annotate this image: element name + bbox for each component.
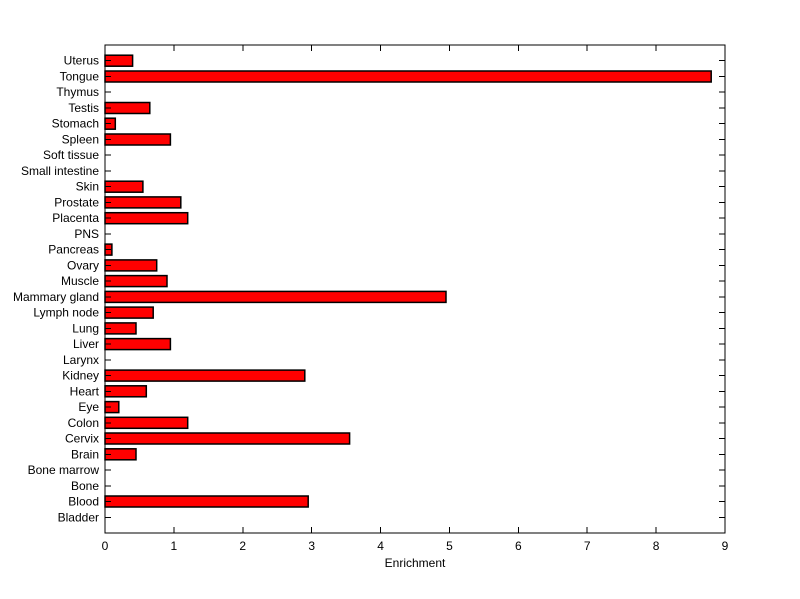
bar-placenta <box>104 211 189 225</box>
y-tick-label-tongue: Tongue <box>60 69 100 83</box>
y-tick-label-lung: Lung <box>72 321 99 335</box>
bar-tongue <box>104 70 712 83</box>
bar-lymph-node <box>104 306 154 319</box>
y-tick-label-stomach: Stomach <box>52 117 99 131</box>
y-tick-label-heart: Heart <box>70 384 100 398</box>
y-tick-label-soft-tissue: Soft tissue <box>43 148 99 162</box>
x-axis-label: Enrichment <box>385 556 446 570</box>
bars-layer <box>104 54 712 508</box>
y-tick-label-bone-marrow: Bone marrow <box>28 463 100 477</box>
y-tick-label-brain: Brain <box>71 447 99 461</box>
bar-colon <box>104 416 189 430</box>
x-tick-label-8: 8 <box>653 539 660 553</box>
x-tick-label-2: 2 <box>239 539 246 553</box>
axes-layer <box>104 44 726 534</box>
y-tick-label-bone: Bone <box>71 479 99 493</box>
y-tick-label-pancreas: Pancreas <box>48 243 99 257</box>
y-tick-label-thymus: Thymus <box>56 85 99 99</box>
y-tick-label-placenta: Placenta <box>52 211 99 225</box>
bar-ovary <box>104 259 158 272</box>
x-tick-label-4: 4 <box>377 539 384 553</box>
y-tick-label-lymph-node: Lymph node <box>33 306 99 320</box>
y-tick-label-mammary-gland: Mammary gland <box>13 290 99 304</box>
bar-testis <box>104 101 151 115</box>
bar-heart <box>104 385 148 398</box>
bar-cervix <box>104 432 351 445</box>
y-tick-label-colon: Colon <box>68 416 99 430</box>
y-tick-label-eye: Eye <box>78 400 99 414</box>
y-tick-label-small-intestine: Small intestine <box>21 164 99 178</box>
bar-kidney <box>104 369 306 382</box>
x-tick-label-7: 7 <box>584 539 591 553</box>
bar-liver <box>104 337 172 351</box>
y-tick-label-liver: Liver <box>73 337 99 351</box>
x-tick-label-1: 1 <box>171 539 178 553</box>
x-tick-label-3: 3 <box>308 539 315 553</box>
bar-mammary-gland <box>104 290 447 304</box>
y-tick-label-bladder: Bladder <box>58 510 99 524</box>
y-tick-label-ovary: Ovary <box>67 258 99 272</box>
bar-muscle <box>104 274 168 288</box>
y-tick-label-skin: Skin <box>76 180 99 194</box>
y-tick-label-larynx: Larynx <box>63 353 99 367</box>
y-tick-label-muscle: Muscle <box>61 274 99 288</box>
y-tick-label-prostate: Prostate <box>54 195 99 209</box>
x-tick-label-0: 0 <box>102 539 109 553</box>
y-tick-label-testis: Testis <box>68 101 99 115</box>
bar-blood <box>104 495 309 508</box>
plot-box <box>104 44 726 534</box>
y-tick-label-blood: Blood <box>68 495 99 509</box>
y-tick-label-cervix: Cervix <box>65 432 99 446</box>
y-tick-label-uterus: Uterus <box>64 54 99 68</box>
y-tick-label-kidney: Kidney <box>62 369 99 383</box>
bar-spleen <box>104 133 172 146</box>
x-tick-label-5: 5 <box>446 539 453 553</box>
bar-prostate <box>104 196 182 209</box>
x-tick-label-9: 9 <box>722 539 729 553</box>
y-tick-label-pns: PNS <box>74 227 99 241</box>
x-tick-label-6: 6 <box>515 539 522 553</box>
y-tick-label-spleen: Spleen <box>62 132 99 146</box>
